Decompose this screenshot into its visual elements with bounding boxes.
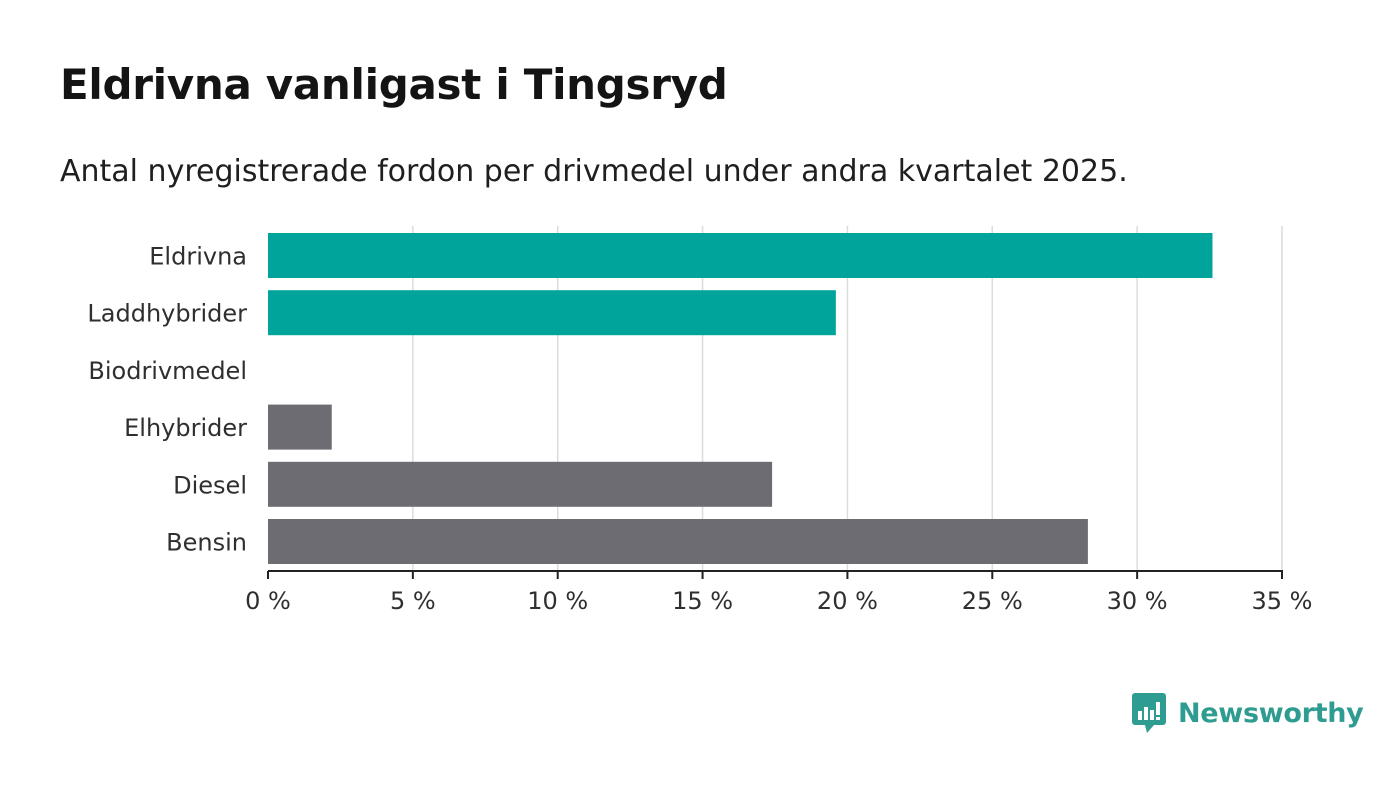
x-tick-label: 25 % xyxy=(962,587,1023,615)
x-tick-label: 20 % xyxy=(817,587,878,615)
category-label: Eldrivna xyxy=(149,243,247,271)
x-tick-label: 15 % xyxy=(672,587,733,615)
category-label: Elhybrider xyxy=(124,414,247,442)
bar xyxy=(268,404,332,450)
brand-logo: Newsworthy xyxy=(1132,692,1364,734)
chart-title: Eldrivna vanligast i Tingsryd xyxy=(60,60,728,109)
category-label: Diesel xyxy=(173,471,247,499)
chart-subtitle: Antal nyregistrerade fordon per drivmede… xyxy=(60,154,1128,189)
x-tick-label: 10 % xyxy=(527,587,588,615)
category-label: Bensin xyxy=(166,529,247,557)
x-tick-label: 35 % xyxy=(1252,587,1313,615)
x-tick-label: 30 % xyxy=(1107,587,1168,615)
x-tick-label: 0 % xyxy=(245,587,291,615)
x-tick-label: 5 % xyxy=(390,587,436,615)
category-label: Biodrivmedel xyxy=(88,357,247,385)
newsworthy-logo-icon xyxy=(1132,693,1166,733)
bar xyxy=(268,461,773,507)
category-label: Laddhybrider xyxy=(87,300,247,328)
brand-name: Newsworthy xyxy=(1178,697,1364,729)
bar xyxy=(268,233,1213,278)
bar xyxy=(268,519,1088,564)
bar xyxy=(268,290,836,336)
